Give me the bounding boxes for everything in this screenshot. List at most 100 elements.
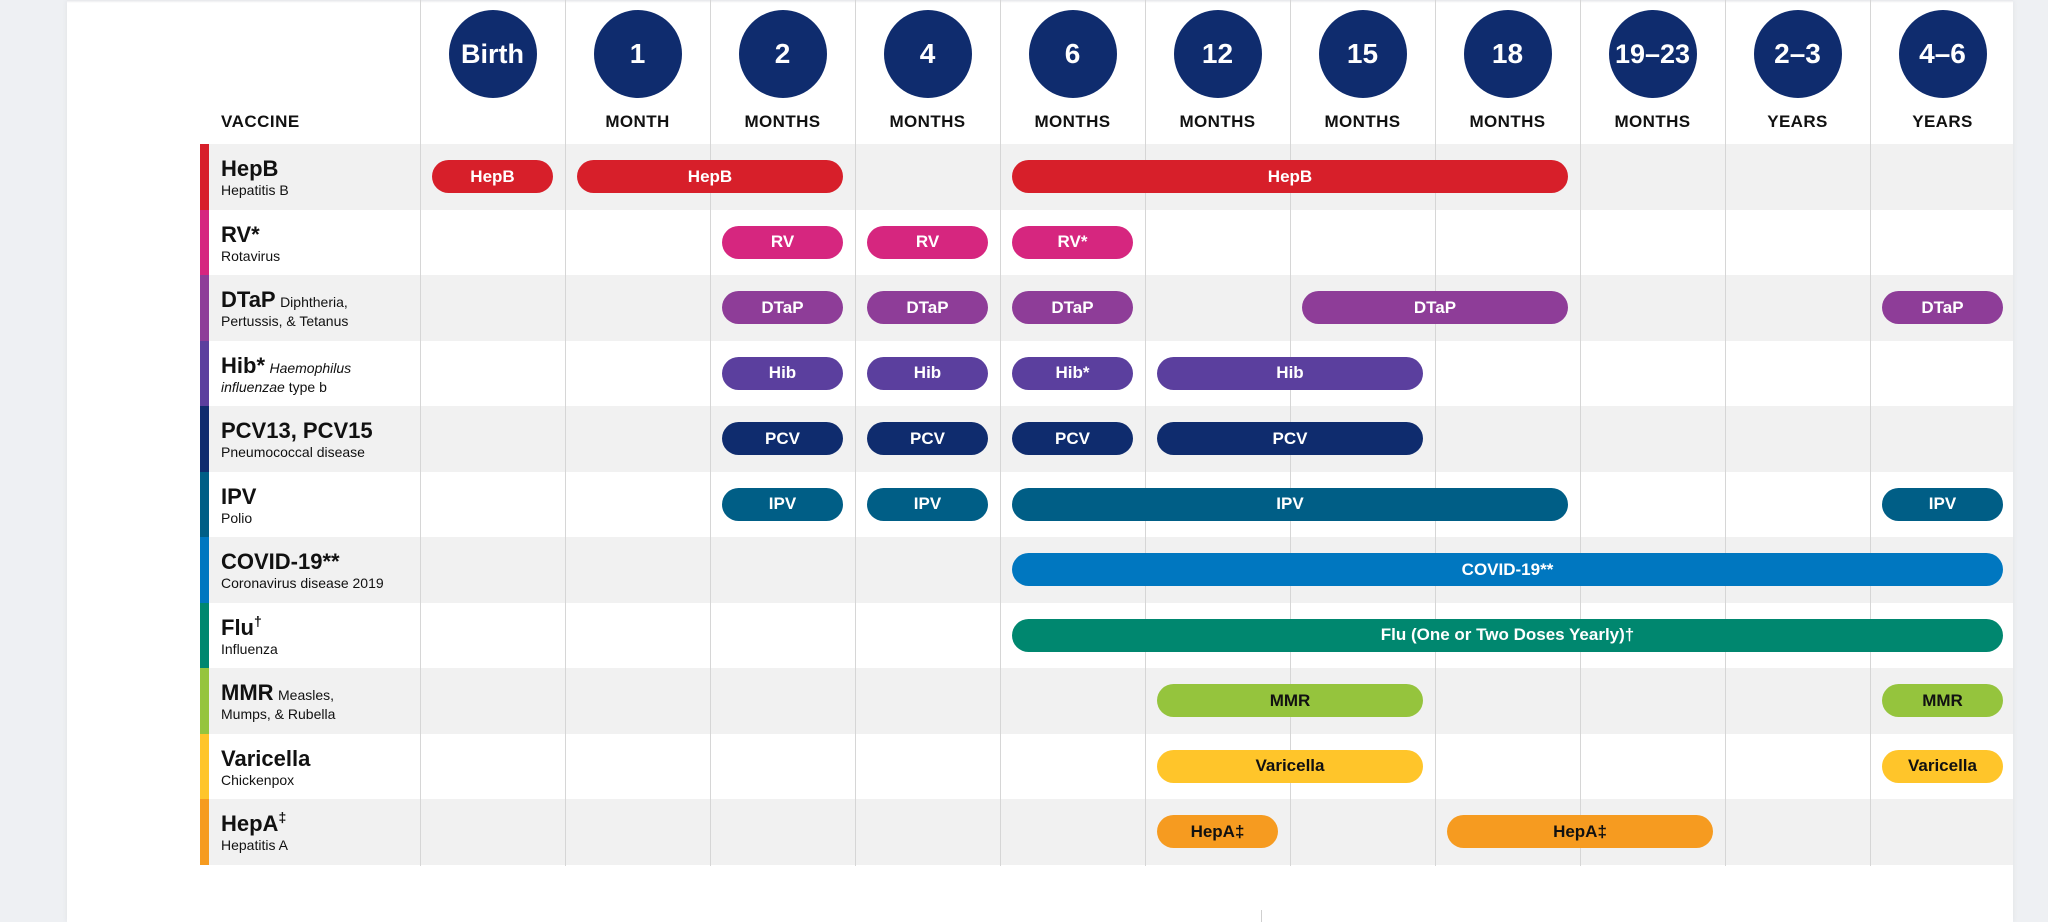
age-unit: YEARS [1912, 112, 1973, 131]
vaccine-desc: Influenza [221, 641, 421, 657]
column-divider [420, 0, 421, 866]
dose-pill: HepA‡ [1157, 815, 1278, 849]
vaccine-desc-text: Pneumococcal disease [221, 444, 365, 461]
vaccine-desc: Hepatitis A [221, 837, 421, 853]
vaccine-desc: Pneumococcal disease [221, 444, 421, 460]
vaccine-label: RV* Rotavirus [221, 222, 421, 264]
row-color-bar [200, 471, 209, 538]
age-circle: 15 [1318, 10, 1407, 98]
vaccine-desc: influenzae type b [221, 379, 421, 395]
vaccine-desc: Mumps, & Rubella [221, 706, 421, 722]
age-circle: 2–3 [1753, 10, 1842, 98]
vaccine-label: COVID-19** Coronavirus disease 2019 [221, 549, 421, 591]
dose-pill: Hib [1157, 356, 1423, 390]
dose-pill: IPV [722, 487, 843, 521]
vaccine-desc-text: Hepatitis A [221, 837, 288, 854]
age-circle: 12 [1173, 10, 1262, 98]
age-circle: Birth [448, 10, 537, 98]
dose-pill: PCV [722, 422, 843, 456]
vaccine-label: Hib* Haemophilus influenzae type b [221, 353, 421, 395]
vaccine-row: Hib* Haemophilus influenzae type b [200, 340, 2013, 407]
row-color-bar [200, 144, 209, 210]
vaccine-label: IPV Polio [221, 484, 421, 526]
dose-pill: HepB [1012, 160, 1568, 194]
vaccine-name: Hib* [221, 352, 265, 378]
vaccine-name: Varicella [221, 745, 311, 771]
age-unit: YEARS [1767, 112, 1828, 131]
dose-pill: HepA‡ [1447, 815, 1713, 849]
vaccine-name: Flu [221, 614, 254, 640]
vaccine-label: HepA‡ Hepatitis A [221, 809, 421, 853]
vaccine-desc-inline: Haemophilus [269, 359, 352, 376]
column-divider [710, 0, 711, 866]
dose-pill: RV [722, 225, 843, 259]
vaccine-label: HepB Hepatitis B [221, 156, 421, 198]
vaccine-desc-text: Rotavirus [221, 247, 281, 264]
vaccine-desc-text: Pertussis, & Tetanus [221, 313, 349, 330]
vaccine-desc: Hepatitis B [221, 182, 421, 198]
vaccine-row: HepA‡ Hepatitis A [200, 799, 2013, 865]
vaccine-name-superscript: ‡ [278, 809, 287, 825]
row-color-bar [200, 668, 209, 734]
age-circle: 4–6 [1898, 10, 1987, 98]
vaccine-desc: Coronavirus disease 2019 [221, 575, 421, 591]
vaccine-label: Varicella Chickenpox [221, 746, 421, 788]
age-unit: MONTHS [1179, 112, 1256, 131]
dose-pill: Flu (One or Two Doses Yearly)† [1012, 618, 2003, 652]
dose-pill: Hib* [1012, 356, 1133, 390]
age-circle: 1 [593, 10, 682, 98]
vaccine-column-header: VACCINE [221, 112, 300, 131]
row-color-bar [200, 733, 209, 800]
dose-pill: RV [867, 225, 988, 259]
vaccine-label: Flu† Influenza [221, 612, 421, 657]
dose-pill: DTaP [722, 291, 843, 325]
age-unit: MONTHS [744, 112, 821, 131]
dose-pill: Varicella [1882, 749, 2003, 783]
dose-pill: Varicella [1157, 749, 1423, 783]
vaccine-desc-text: Influenza [221, 640, 278, 657]
vaccine-label: DTaP Diphtheria, Pertussis, & Tetanus [221, 287, 421, 329]
age-unit: MONTH [605, 112, 670, 131]
row-color-bar [200, 209, 209, 276]
dose-pill: RV* [1012, 225, 1133, 259]
dose-pill: HepB [432, 160, 553, 194]
dose-pill: PCV [867, 422, 988, 456]
age-unit: MONTHS [1614, 112, 1691, 131]
vaccine-desc-inline: Diphtheria, [280, 294, 348, 310]
column-divider [1870, 0, 1871, 866]
footer-divider [1261, 910, 1262, 922]
age-unit: MONTHS [889, 112, 966, 131]
column-divider [1580, 0, 1581, 866]
vaccine-desc: Pertussis, & Tetanus [221, 313, 421, 329]
dose-pill: COVID-19** [1012, 553, 2003, 587]
vaccine-desc-text: Mumps, & Rubella [221, 706, 336, 723]
row-color-bar [200, 340, 209, 407]
dose-pill: MMR [1882, 684, 2003, 718]
vaccine-name-superscript: † [254, 612, 262, 629]
dose-pill: IPV [1012, 487, 1568, 521]
dose-pill: Hib [867, 356, 988, 390]
dose-pill: IPV [867, 487, 988, 521]
dose-pill: MMR [1157, 684, 1423, 718]
page-top-edge [67, 0, 2013, 3]
vaccine-desc-text: Polio [221, 509, 253, 526]
vaccine-name: DTaP [221, 287, 276, 312]
age-circle: 19–23 [1608, 10, 1697, 98]
vaccine-row: RV* Rotavirus [200, 209, 2013, 276]
age-circle: 6 [1028, 10, 1117, 98]
vaccine-desc: Rotavirus [221, 248, 421, 264]
column-divider [1725, 0, 1726, 866]
dose-pill: HepB [577, 160, 843, 194]
age-unit: MONTHS [1324, 112, 1401, 131]
dose-pill: IPV [1882, 487, 2003, 521]
column-divider [1435, 0, 1436, 866]
age-circle: 18 [1463, 10, 1552, 98]
vaccine-desc-text: Coronavirus disease 2019 [221, 575, 384, 592]
dose-pill: PCV [1012, 422, 1133, 456]
row-color-bar [200, 537, 209, 603]
schedule-page: HepB Hepatitis B RV* Rotavirus DTaP Diphther… [67, 0, 2013, 922]
row-color-bar [200, 602, 209, 669]
dose-pill: DTaP [1302, 291, 1568, 325]
row-color-bar [200, 799, 209, 865]
row-color-bar [200, 275, 209, 341]
